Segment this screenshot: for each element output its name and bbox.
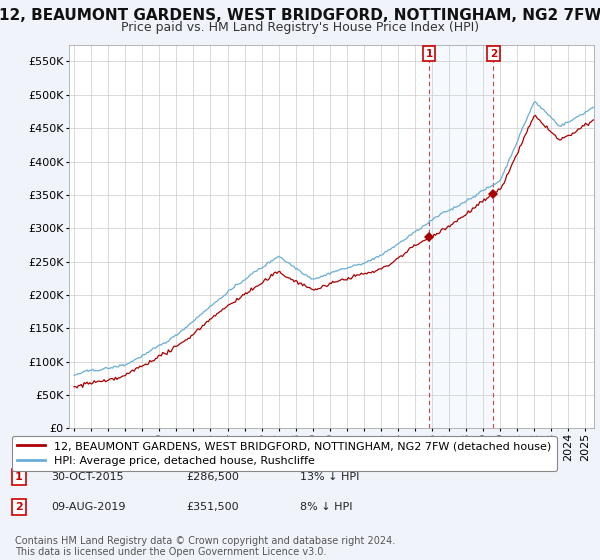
- Text: 1: 1: [15, 472, 23, 482]
- Text: 2: 2: [490, 49, 497, 59]
- Text: 30-OCT-2015: 30-OCT-2015: [51, 472, 124, 482]
- Text: £286,500: £286,500: [186, 472, 239, 482]
- Text: 12, BEAUMONT GARDENS, WEST BRIDGFORD, NOTTINGHAM, NG2 7FW: 12, BEAUMONT GARDENS, WEST BRIDGFORD, NO…: [0, 8, 600, 24]
- Text: 2: 2: [15, 502, 23, 512]
- Legend: 12, BEAUMONT GARDENS, WEST BRIDGFORD, NOTTINGHAM, NG2 7FW (detached house), HPI:: 12, BEAUMONT GARDENS, WEST BRIDGFORD, NO…: [11, 436, 557, 471]
- Text: 1: 1: [425, 49, 433, 59]
- Text: Contains HM Land Registry data © Crown copyright and database right 2024.
This d: Contains HM Land Registry data © Crown c…: [15, 535, 395, 557]
- Text: 09-AUG-2019: 09-AUG-2019: [51, 502, 125, 512]
- Bar: [429, 45, 493, 428]
- Text: £351,500: £351,500: [186, 502, 239, 512]
- Text: Price paid vs. HM Land Registry's House Price Index (HPI): Price paid vs. HM Land Registry's House …: [121, 21, 479, 34]
- Text: 8% ↓ HPI: 8% ↓ HPI: [300, 502, 353, 512]
- Text: 13% ↓ HPI: 13% ↓ HPI: [300, 472, 359, 482]
